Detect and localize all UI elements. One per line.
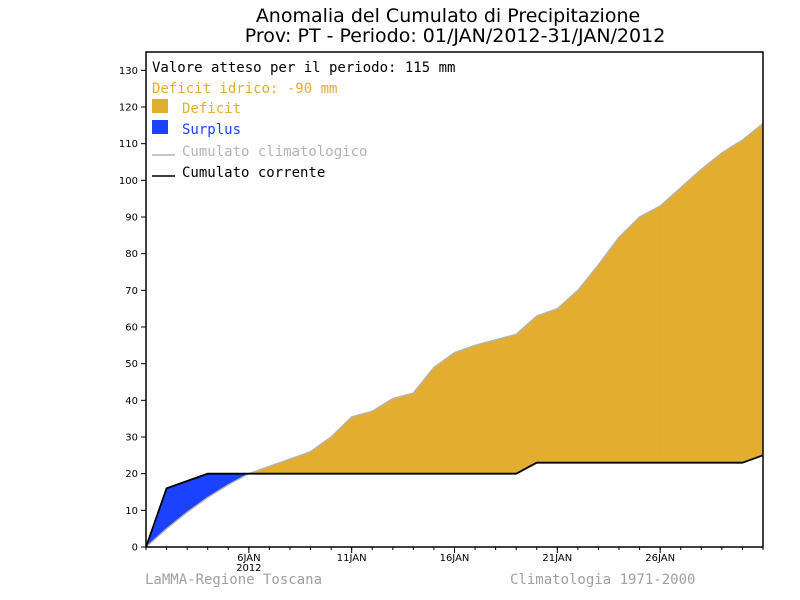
chart-title: Anomalia del Cumulato di Precipitazione: [256, 5, 640, 27]
y-tick-label: 70: [125, 286, 138, 297]
plot-area: [145, 122, 764, 548]
deficit-area-segment: [557, 289, 579, 463]
x-tick-label: 6JAN: [237, 553, 260, 564]
x-tick-label: 21JAN: [542, 553, 572, 564]
x-tick-label: 26JAN: [645, 553, 675, 564]
y-tick-label: 90: [125, 213, 138, 224]
footer-left: LaMMA-Regione Toscana: [145, 572, 322, 588]
cumulato-corrente-line: [145, 454, 764, 548]
deficit-area-segment: [536, 308, 558, 463]
deficit-area-segment: [495, 333, 517, 474]
deficit-area-segment: [330, 416, 352, 474]
deficit-area-segment: [474, 339, 496, 474]
deficit-area-segment: [351, 410, 373, 474]
y-tick-label: 20: [125, 469, 138, 480]
y-axis: 0 10 20 30 40 50 60 70 80 90 100 110 120 130: [119, 66, 146, 554]
legend: Valore atteso per il periodo: 115 mm Def…: [152, 60, 455, 181]
y-tick-label: 60: [125, 323, 138, 334]
deficit-area-segment: [310, 436, 332, 474]
x-tick-label: 16JAN: [440, 553, 470, 564]
y-tick-label: 50: [125, 359, 138, 370]
y-tick-label: 110: [119, 139, 138, 150]
footer-right: Climatologia 1971-2000: [510, 572, 695, 588]
deficit-area-segment: [454, 344, 476, 474]
y-tick-label: 100: [119, 176, 138, 187]
legend-surplus-label: Surplus: [182, 122, 241, 138]
deficit-area-segment: [598, 236, 620, 463]
legend-deficit-value: Deficit idrico: -90 mm: [152, 81, 337, 97]
deficit-area-segment: [680, 168, 702, 463]
legend-clim-label: Cumulato climatologico: [182, 144, 367, 160]
deficit-area-segment: [392, 392, 414, 474]
surplus-area-segment: [207, 473, 229, 499]
deficit-area-segment: [413, 366, 435, 474]
deficit-area-segment: [659, 187, 682, 463]
deficit-area-segment: [515, 315, 538, 475]
deficit-area-segment: [700, 152, 723, 463]
legend-expected-value: Valore atteso per il periodo: 115 mm: [152, 60, 455, 76]
deficit-area-segment: [618, 216, 640, 463]
deficit-area-segment: [639, 205, 661, 463]
deficit-area-segment: [433, 352, 455, 474]
x-tick-label: 11JAN: [337, 553, 367, 564]
legend-deficit-swatch: [152, 99, 168, 113]
legend-deficit-label: Deficit: [182, 101, 241, 117]
legend-current-label: Cumulato corrente: [182, 165, 325, 181]
y-tick-label: 130: [119, 66, 138, 77]
chart-subtitle: Prov: PT - Periodo: 01/JAN/2012-31/JAN/2…: [245, 25, 666, 47]
y-tick-label: 10: [125, 506, 138, 517]
y-tick-label: 120: [119, 103, 138, 114]
deficit-area-segment: [577, 263, 599, 463]
y-tick-label: 80: [125, 249, 138, 260]
y-tick-label: 40: [125, 396, 138, 407]
y-tick-label: 30: [125, 433, 138, 444]
legend-surplus-swatch: [152, 120, 168, 134]
y-tick-label: 0: [132, 543, 138, 554]
deficit-area-segment: [269, 458, 291, 474]
deficit-area-segment: [742, 122, 764, 464]
x-tick-year-label: 2012: [236, 563, 261, 574]
deficit-area-segment: [721, 139, 743, 463]
